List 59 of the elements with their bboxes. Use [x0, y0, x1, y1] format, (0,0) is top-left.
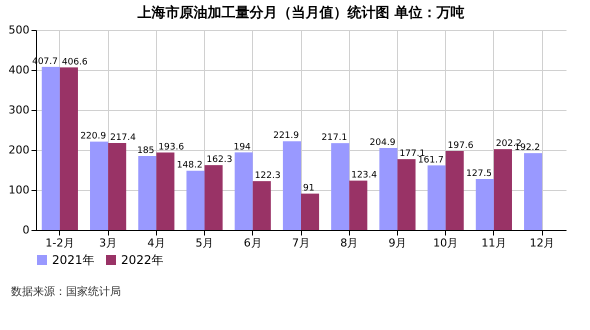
y-tick-label: 400: [8, 64, 30, 76]
chart-title: 上海市原油加工量分月（当月值）统计图 单位：万吨: [136, 4, 464, 21]
bar: [90, 142, 108, 230]
bar: [331, 143, 350, 230]
data-label: 185: [137, 146, 154, 156]
x-tick-label: 1-2月: [45, 236, 74, 250]
bar: [494, 149, 512, 230]
data-label: 162.3: [206, 155, 232, 166]
bar: [204, 165, 223, 230]
bar: [108, 143, 126, 230]
bar: [301, 194, 320, 230]
data-label: 197.6: [448, 140, 474, 151]
data-label: 122.3: [254, 171, 281, 182]
x-tick-label: 9月: [388, 236, 406, 250]
legend-label: 2022年: [121, 253, 164, 267]
bar: [282, 141, 301, 230]
x-tick-label: 5月: [196, 236, 214, 250]
bar: [379, 148, 398, 230]
bar: [476, 179, 494, 230]
y-tick-label: 300: [8, 104, 30, 116]
bar: [186, 170, 205, 230]
y-tick-label: 200: [8, 144, 30, 156]
bar: [60, 67, 78, 230]
data-label: 217.4: [110, 133, 136, 144]
bar: [252, 181, 271, 230]
x-tick-label: 8月: [340, 236, 358, 250]
bar: [156, 152, 174, 230]
x-tick-label: 4月: [147, 236, 166, 250]
data-label: 204.9: [370, 138, 396, 148]
x-tick-label: 6月: [244, 236, 262, 250]
data-label: 220.9: [80, 132, 106, 142]
source-note: 数据来源：国家统计局: [11, 285, 121, 298]
bar: [428, 165, 446, 230]
data-label: 123.4: [351, 170, 378, 181]
data-label: 194: [234, 142, 252, 152]
bar: [234, 152, 253, 230]
data-label: 193.6: [158, 142, 184, 153]
data-label: 161.7: [418, 155, 444, 166]
bar: [138, 156, 156, 230]
x-tick-label: 7月: [292, 236, 310, 250]
bar: [349, 180, 368, 230]
data-label: 148.2: [176, 160, 203, 171]
data-label: 217.1: [321, 133, 348, 144]
data-label: 91: [303, 184, 314, 194]
x-tick-label: 10月: [433, 236, 458, 250]
x-tick-label: 3月: [99, 236, 118, 250]
y-tick-label: 500: [8, 24, 30, 36]
bar: [446, 150, 464, 230]
x-tick-label: 11月: [481, 236, 506, 250]
bar: [524, 153, 542, 230]
legend-label: 2021年: [52, 253, 95, 267]
bar: [397, 159, 416, 230]
data-label: 127.5: [466, 169, 492, 179]
y-tick-label: 100: [8, 184, 30, 196]
x-tick-label: 12月: [530, 236, 555, 250]
data-label: 406.6: [62, 57, 88, 68]
bar: [42, 66, 60, 230]
y-tick-label: 0: [22, 224, 30, 236]
data-label: 221.9: [273, 131, 300, 142]
